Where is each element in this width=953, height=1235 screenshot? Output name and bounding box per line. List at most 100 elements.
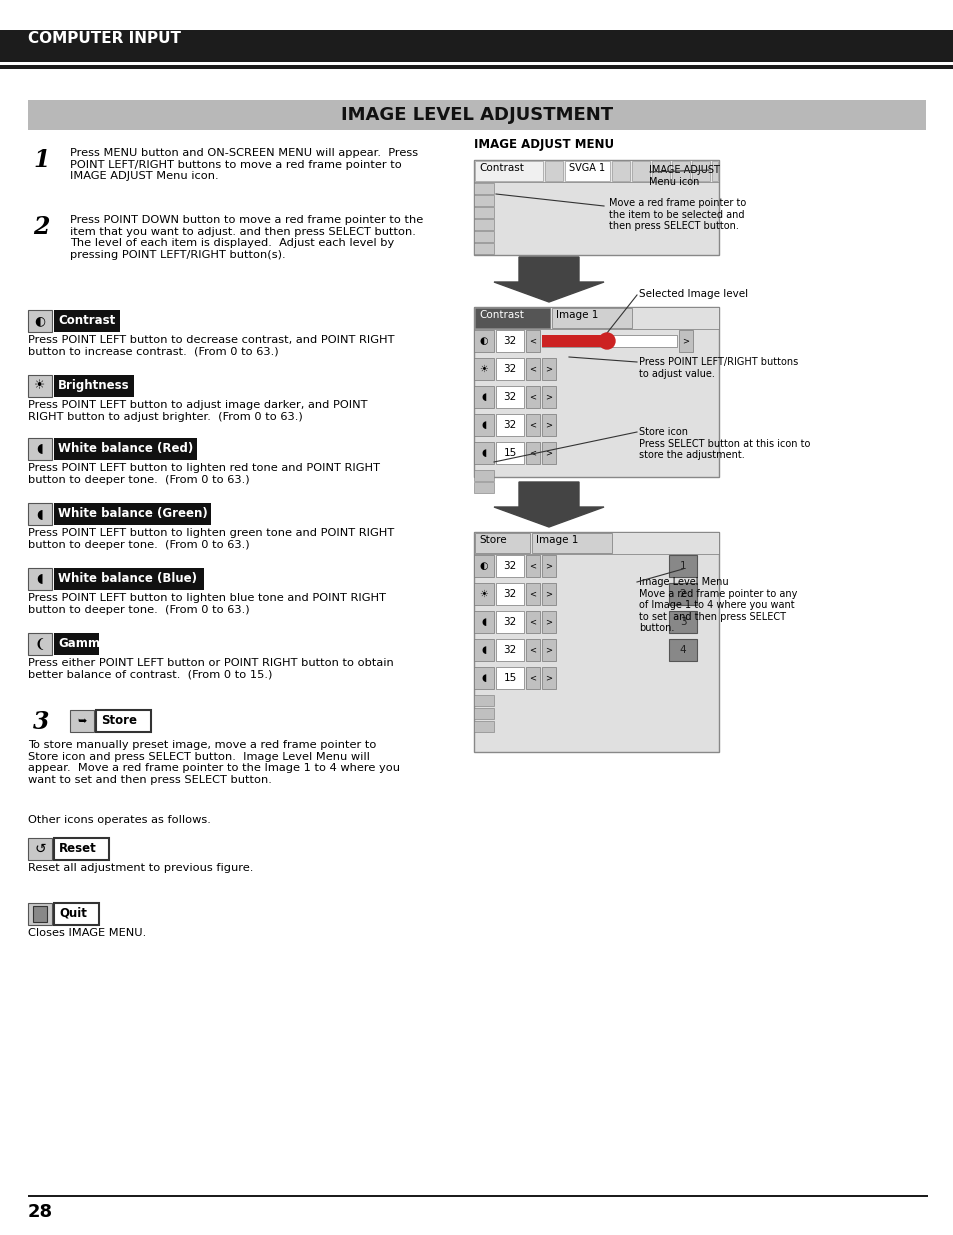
Text: Move a red frame pointer to
the item to be selected and
then press SELECT button: Move a red frame pointer to the item to … [608, 198, 745, 231]
Bar [474, 667, 494, 689]
Text: White balance (Green): White balance (Green) [58, 508, 208, 520]
Text: Image 1: Image 1 [556, 310, 598, 320]
Bar [474, 308, 719, 477]
Bar [541, 414, 556, 436]
Polygon shape [494, 257, 603, 303]
Bar [28, 568, 52, 590]
Text: <: < [529, 618, 536, 626]
Text: Store: Store [478, 535, 506, 545]
Bar [525, 667, 539, 689]
Bar [668, 611, 697, 634]
Text: IMAGE ADJUST MENU: IMAGE ADJUST MENU [474, 138, 614, 151]
Bar [474, 308, 719, 329]
Bar [691, 161, 709, 182]
Bar [54, 903, 99, 925]
Text: ☀: ☀ [34, 379, 46, 393]
Bar [0, 65, 953, 69]
Bar [474, 195, 494, 206]
Bar [474, 471, 494, 480]
Bar [474, 387, 494, 408]
Bar [525, 358, 539, 380]
Bar [28, 839, 52, 860]
Text: <: < [529, 673, 536, 683]
Bar [54, 634, 99, 655]
Bar [541, 335, 606, 347]
Text: IMAGE ADJUST
Menu icon: IMAGE ADJUST Menu icon [648, 165, 720, 186]
Text: 32: 32 [503, 364, 517, 374]
Bar [28, 310, 52, 332]
Bar [541, 583, 556, 605]
Bar [711, 161, 718, 182]
Text: >: > [545, 673, 552, 683]
Bar [651, 161, 669, 182]
Text: Store icon
Press SELECT button at this icon to
store the adjustment.: Store icon Press SELECT button at this i… [639, 427, 809, 461]
Bar [496, 583, 523, 605]
Bar [474, 708, 494, 719]
Text: >: > [545, 618, 552, 626]
Bar [496, 330, 523, 352]
Text: SVGA 1: SVGA 1 [568, 163, 604, 173]
Text: Selected Image level: Selected Image level [639, 289, 747, 299]
Text: >: > [545, 420, 552, 430]
Text: 28: 28 [28, 1203, 53, 1221]
Bar [541, 442, 556, 464]
Bar [525, 638, 539, 661]
Text: Press POINT LEFT button to lighten green tone and POINT RIGHT
button to deeper t: Press POINT LEFT button to lighten green… [28, 529, 394, 550]
Bar [496, 387, 523, 408]
Bar [564, 161, 609, 182]
Text: <: < [529, 562, 536, 571]
Bar [525, 387, 539, 408]
Bar [496, 638, 523, 661]
Bar [496, 414, 523, 436]
Text: Image 1: Image 1 [536, 535, 578, 545]
Text: <: < [529, 393, 536, 401]
Text: Contrast: Contrast [478, 310, 523, 320]
Bar [544, 161, 562, 182]
Text: 32: 32 [503, 618, 517, 627]
Text: 32: 32 [503, 420, 517, 430]
Text: 32: 32 [503, 589, 517, 599]
Bar [474, 695, 494, 706]
Text: White balance (Red): White balance (Red) [58, 442, 193, 454]
Bar [0, 62, 953, 65]
Text: 32: 32 [503, 336, 517, 346]
Text: <: < [529, 336, 536, 346]
Text: ◖: ◖ [481, 448, 486, 458]
Bar [474, 532, 719, 555]
Bar [28, 438, 52, 459]
Text: ◖: ◖ [36, 573, 43, 585]
Bar [54, 568, 204, 590]
Text: Gamma: Gamma [58, 637, 108, 650]
Polygon shape [494, 482, 603, 527]
Bar [668, 555, 697, 577]
Bar [474, 638, 494, 661]
Bar [525, 330, 539, 352]
Text: COMPUTER INPUT: COMPUTER INPUT [28, 31, 181, 46]
Text: White balance (Blue): White balance (Blue) [58, 572, 196, 585]
Text: To store manually preset image, move a red frame pointer to
Store icon and press: To store manually preset image, move a r… [28, 740, 399, 784]
Text: ➥: ➥ [77, 716, 87, 726]
Bar [631, 161, 649, 182]
Bar [541, 387, 556, 408]
Bar [474, 358, 494, 380]
Text: 15: 15 [503, 448, 517, 458]
Bar [612, 161, 629, 182]
Text: 1: 1 [33, 148, 50, 172]
Bar [474, 611, 494, 634]
Bar [496, 667, 523, 689]
Bar [474, 231, 494, 242]
Text: 3: 3 [33, 710, 50, 734]
Bar [28, 375, 52, 396]
Bar [474, 442, 494, 464]
Bar [474, 243, 494, 254]
Bar [541, 555, 556, 577]
Bar [474, 161, 719, 254]
Bar [496, 611, 523, 634]
Text: Other icons operates as follows.: Other icons operates as follows. [28, 815, 211, 825]
Bar [525, 414, 539, 436]
Text: 2: 2 [679, 589, 685, 599]
Text: Quit: Quit [59, 906, 87, 920]
Text: Closes IMAGE MENU.: Closes IMAGE MENU. [28, 927, 146, 939]
Text: ◐: ◐ [479, 336, 488, 346]
Bar [496, 555, 523, 577]
